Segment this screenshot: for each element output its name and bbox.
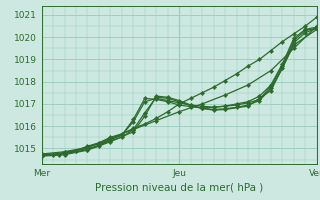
X-axis label: Pression niveau de la mer( hPa ): Pression niveau de la mer( hPa )	[95, 182, 263, 192]
